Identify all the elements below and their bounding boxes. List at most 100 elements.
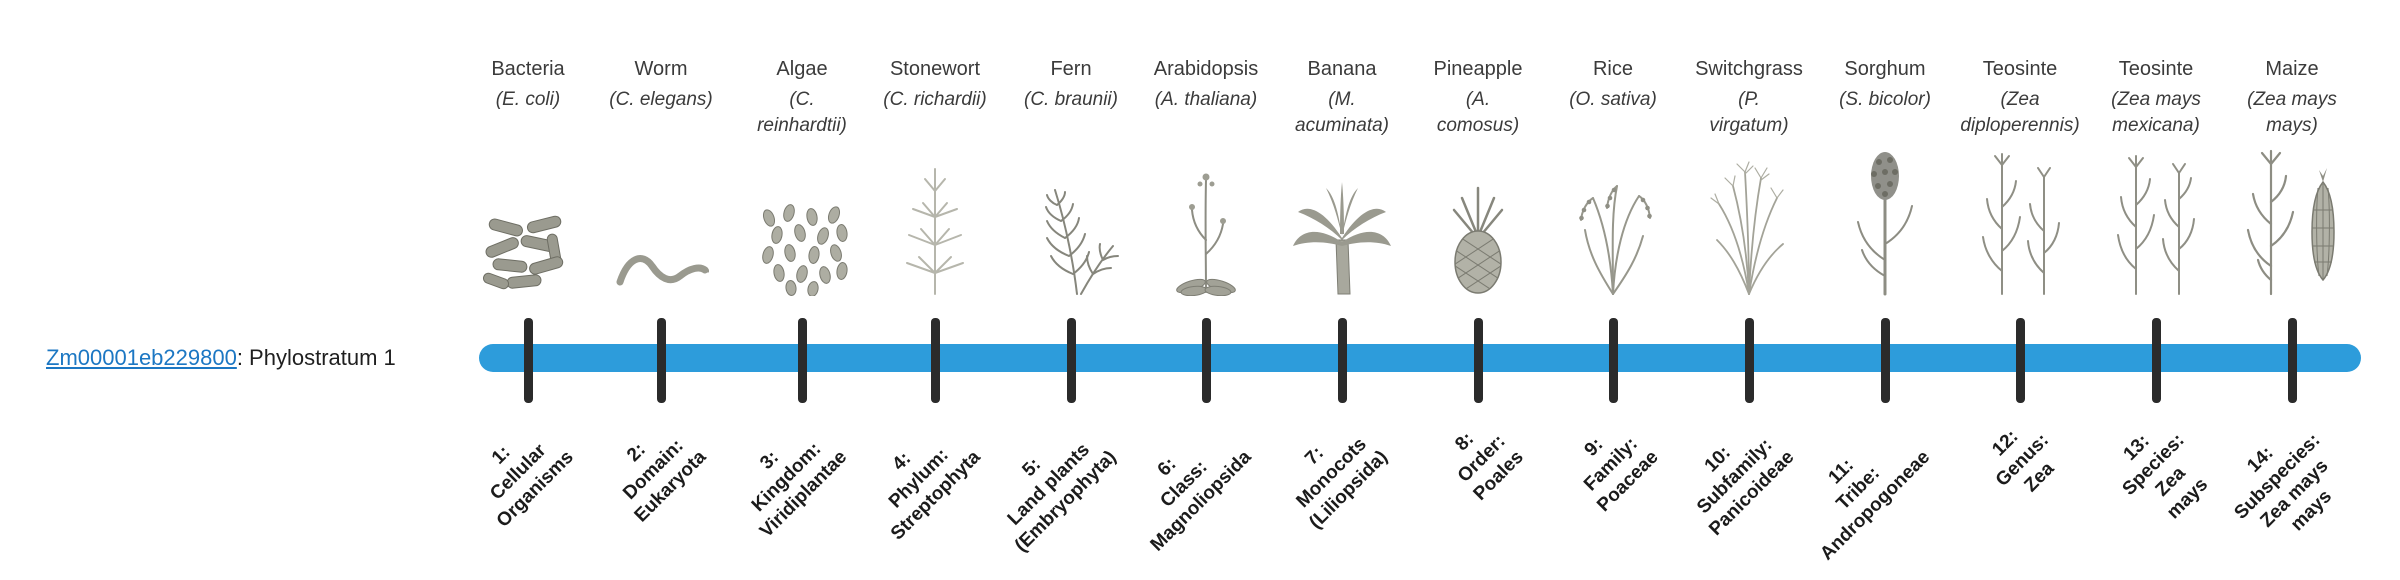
- phylostratum-label-text: 14: Subspecies: Zea mays mays: [2230, 429, 2337, 536]
- organism-column: Arabidopsis (A. thaliana): [1131, 56, 1281, 296]
- organism-column: Stonewort (C. richardii): [860, 56, 1010, 296]
- organism-scientific-name: (E. coli): [495, 89, 561, 110]
- organism-name: Teosinte: [2118, 58, 2194, 80]
- organism-name: Bacteria: [491, 58, 565, 80]
- phylostratum-label-text: 9: Family: Poaceae: [1579, 433, 1663, 517]
- fern-icon: [1019, 176, 1124, 296]
- timeline-bar: [479, 344, 2361, 372]
- phylostratum-label-text: 5: Land plants (Embryophyta): [1003, 439, 1121, 557]
- gene-label-suffix: : Phylostratum 1: [236, 345, 396, 370]
- organism-scientific-name: (Zea mays mexicana): [2111, 89, 2201, 136]
- phylostratum-label: 9: Family: Poaceae: [1393, 412, 1663, 516]
- organism-column: Sorghum (S. bicolor): [1810, 56, 1960, 296]
- organism-column: Rice (O. sativa): [1538, 56, 1688, 296]
- phylostratum-tick: [1067, 318, 1076, 403]
- phylostratum-label-text: 10: Subfamily: Panicoideae: [1693, 434, 1799, 540]
- phylostratum-label: 3: Kingdom: Viridiplantae: [582, 412, 851, 542]
- maize-icon: [2235, 148, 2350, 296]
- organism-name: Banana: [1307, 58, 1377, 80]
- phylostratum-label: 11: Tribe: Andropogoneae: [1665, 412, 1935, 565]
- phylostratum-label-text: 7: Monocots (Liliopsida): [1292, 433, 1392, 534]
- phylostratum-tick: [2016, 318, 2025, 403]
- phylostratum-tick: [931, 318, 940, 403]
- organism-scientific-name: (O. sativa): [1569, 89, 1657, 110]
- organism-name: Worm: [634, 58, 688, 80]
- phylostratum-label-text: 2: Domain: Eukaryota: [619, 435, 711, 527]
- phylostratum-tick: [1474, 318, 1483, 403]
- phylostratum-label: 5: Land plants (Embryophyta): [851, 412, 1121, 556]
- teosinte-icon: [2104, 151, 2209, 296]
- phylostratum-label: 6: Class: Magnoliopsida: [986, 412, 1256, 556]
- phylostratum-label-text: 3: Kingdom: Viridiplantae: [748, 438, 852, 542]
- organism-column: Maize (Zea mays mays): [2217, 56, 2367, 296]
- phylostratum-tick: [657, 318, 666, 403]
- phylostratum-tick: [798, 318, 807, 403]
- phylostratum-label: 2: Domain: Eukaryota: [441, 412, 710, 526]
- organism-column: Teosinte (Zea mays mexicana): [2081, 56, 2231, 296]
- phylostratum-label: 10: Subfamily: Panicoideae: [1529, 412, 1798, 540]
- organism-column: Worm (C. elegans): [586, 56, 736, 296]
- bacteria-icon: [481, 214, 576, 296]
- phylostratum-label-text: 6: Class: Magnoliopsida: [1146, 446, 1256, 556]
- banana-icon: [1288, 174, 1396, 296]
- teosinte-icon: [1968, 151, 2073, 296]
- organism-name: Rice: [1592, 58, 1633, 80]
- organism-column: Banana (M. acuminata): [1267, 56, 1417, 296]
- phylostratum-label-text: 4: Phylum: Streptophyta: [884, 444, 985, 545]
- organism-column: Pineapple (A. comosus): [1403, 56, 1553, 296]
- organism-name: Arabidopsis: [1153, 58, 1259, 80]
- organism-name: Switchgrass: [1695, 58, 1803, 80]
- organism-scientific-name: (M. acuminata): [1295, 89, 1389, 136]
- phylostratum-label: 14: Subspecies: Zea mays mays: [2072, 412, 2337, 536]
- organism-name: Algae: [776, 58, 828, 80]
- sorghum-icon: [1840, 148, 1930, 296]
- organism-scientific-name: (C. braunii): [1024, 89, 1118, 110]
- phylostratum-label-text: 12: Genus: Zea: [1987, 426, 2058, 497]
- phylostratum-tick: [1202, 318, 1211, 403]
- organism-column: Bacteria (E. coli): [453, 56, 603, 296]
- organism-column: Algae (C. reinhardtii): [727, 56, 877, 296]
- phylostratum-label: 13: Species: Zea mays: [1936, 412, 2212, 524]
- organism-scientific-name: (S. bicolor): [1839, 89, 1931, 110]
- phylostratum-tick: [2152, 318, 2161, 403]
- phylostratum-tick: [1338, 318, 1347, 403]
- phylostratum-label: 12: Genus: Zea: [1800, 412, 2058, 496]
- phylostratum-label: 4: Phylum: Streptophyta: [715, 412, 985, 545]
- organism-column: Fern (C. braunii): [996, 56, 1146, 296]
- stonewort-icon: [895, 161, 975, 296]
- organism-scientific-name: (C. richardii): [883, 89, 987, 110]
- phylostratum-label: 8: Order: Poales: [1258, 412, 1527, 504]
- phylostratum-label-text: 11: Tribe: Andropogoneae: [1816, 446, 1935, 565]
- pineapple-icon: [1436, 168, 1521, 296]
- organism-name: Fern: [1050, 58, 1092, 80]
- phylostratum-tick: [1745, 318, 1754, 403]
- organism-scientific-name: (A. thaliana): [1154, 89, 1258, 110]
- organism-name: Maize: [2265, 58, 2319, 80]
- organism-scientific-name: (A. comosus): [1436, 89, 1520, 136]
- organism-name: Teosinte: [1982, 58, 2058, 80]
- worm-icon: [614, 236, 709, 296]
- phylostratum-label-text: 8: Order: Poales: [1451, 428, 1528, 505]
- phylostratum-label: 7: Monocots (Liliopsida): [1122, 412, 1391, 533]
- phylostratum-label-text: 1: Cellular Organisms: [485, 440, 578, 532]
- organism-scientific-name: (C. elegans): [609, 89, 713, 110]
- algae-icon: [755, 204, 850, 296]
- phylostratum-label: 1: Cellular Organisms: [308, 412, 578, 532]
- organism-scientific-name: (C. reinhardtii): [757, 89, 847, 136]
- rice-icon: [1561, 168, 1666, 296]
- switchgrass-icon: [1699, 156, 1799, 296]
- phylostratum-label-text: 13: Species: Zea mays: [2118, 429, 2213, 524]
- arabidopsis-icon: [1161, 164, 1251, 296]
- organism-column: Teosinte (Zea diploperennis): [1945, 56, 2095, 296]
- phylostratum-tick: [1881, 318, 1890, 403]
- organism-column: Switchgrass (P. virgatum): [1674, 56, 1824, 296]
- phylostratum-tick: [1609, 318, 1618, 403]
- gene-label: Zm00001eb229800: Phylostratum 1: [46, 344, 396, 372]
- organism-name: Sorghum: [1844, 58, 1926, 80]
- organism-name: Stonewort: [889, 58, 981, 80]
- phylostratum-tick: [2288, 318, 2297, 403]
- organism-name: Pineapple: [1433, 58, 1523, 80]
- gene-id-link[interactable]: Zm00001eb229800: [46, 345, 237, 370]
- phylostratum-tick: [524, 318, 533, 403]
